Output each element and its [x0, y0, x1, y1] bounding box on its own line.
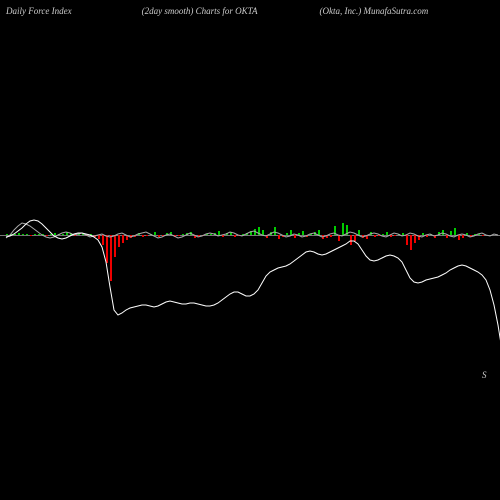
- chart-lines: [0, 0, 500, 500]
- smooth-line: [6, 220, 500, 370]
- raw-line: [6, 223, 498, 238]
- label-s: S: [482, 370, 487, 380]
- force-index-chart: S: [0, 0, 500, 500]
